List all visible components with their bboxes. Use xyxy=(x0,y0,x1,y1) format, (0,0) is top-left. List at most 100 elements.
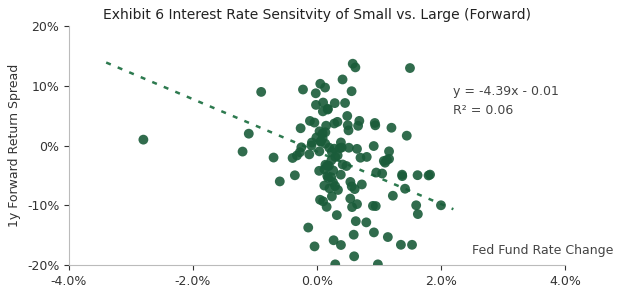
Point xyxy=(321,163,331,167)
Point xyxy=(386,126,396,130)
Point xyxy=(315,197,325,202)
Point xyxy=(327,149,337,154)
Point xyxy=(323,106,333,111)
Point xyxy=(411,203,421,208)
Point xyxy=(296,145,306,150)
Point xyxy=(405,66,415,70)
Point xyxy=(368,204,378,208)
Point xyxy=(314,129,324,134)
Point xyxy=(336,140,346,145)
Point xyxy=(338,77,348,82)
Point xyxy=(353,123,363,128)
Point xyxy=(384,149,394,154)
Point xyxy=(322,174,332,178)
Point xyxy=(330,262,340,267)
Point xyxy=(371,170,381,175)
Point xyxy=(320,141,330,146)
Point xyxy=(397,172,407,177)
Point xyxy=(319,167,329,172)
Point xyxy=(329,101,339,105)
Point xyxy=(305,152,314,157)
Point xyxy=(369,230,379,235)
Point xyxy=(318,199,328,204)
Point xyxy=(352,147,362,151)
Point xyxy=(321,205,331,209)
Point xyxy=(348,61,358,66)
Point xyxy=(324,163,334,168)
Point xyxy=(316,139,326,144)
Point xyxy=(351,219,361,223)
Point xyxy=(298,87,308,92)
Point xyxy=(342,114,352,118)
Point xyxy=(341,164,351,168)
Point xyxy=(400,186,410,191)
Point xyxy=(139,137,149,142)
Point xyxy=(344,145,354,150)
Point xyxy=(319,183,329,188)
Point xyxy=(349,232,359,237)
Point xyxy=(303,225,313,230)
Point xyxy=(310,120,319,125)
Point xyxy=(351,65,361,70)
Point xyxy=(295,150,305,155)
Point xyxy=(320,130,330,135)
Point xyxy=(346,89,356,94)
Text: y = -4.39x - 0.01
R² = 0.06: y = -4.39x - 0.01 R² = 0.06 xyxy=(454,85,559,117)
Point xyxy=(332,213,342,218)
Point xyxy=(330,184,340,188)
Point xyxy=(323,176,333,180)
Point xyxy=(315,81,325,86)
Point xyxy=(311,102,321,107)
Point xyxy=(345,196,355,201)
Point xyxy=(343,123,353,128)
Point xyxy=(396,242,406,247)
Point xyxy=(329,146,339,151)
Point xyxy=(326,158,336,163)
Point xyxy=(337,145,347,150)
Point xyxy=(329,121,339,126)
Point xyxy=(345,180,355,184)
Point xyxy=(311,135,321,140)
Point xyxy=(354,118,364,123)
Point xyxy=(388,193,398,198)
Point xyxy=(369,144,379,148)
Point xyxy=(343,128,353,133)
Point xyxy=(329,238,339,243)
Point xyxy=(311,91,321,96)
Point xyxy=(320,85,330,90)
Point xyxy=(402,133,412,138)
Point xyxy=(412,173,422,178)
Point xyxy=(382,157,392,162)
Title: Exhibit 6 Interest Rate Sensitvity of Small vs. Large (Forward): Exhibit 6 Interest Rate Sensitvity of Sm… xyxy=(103,8,531,22)
Point xyxy=(338,162,348,167)
Point xyxy=(307,140,317,145)
Point xyxy=(330,155,340,159)
Point xyxy=(370,120,380,125)
Point xyxy=(333,120,343,124)
Text: Fed Fund Rate Change: Fed Fund Rate Change xyxy=(472,244,613,257)
Point xyxy=(244,131,254,136)
Point xyxy=(321,123,331,128)
Point xyxy=(238,149,248,154)
Y-axis label: 1y Forward Return Spread: 1y Forward Return Spread xyxy=(8,64,21,227)
Point xyxy=(256,90,266,94)
Point xyxy=(306,143,316,148)
Point xyxy=(377,171,387,176)
Point xyxy=(425,172,435,177)
Point xyxy=(323,107,333,112)
Point xyxy=(384,157,394,161)
Point xyxy=(318,100,328,105)
Point xyxy=(318,136,328,141)
Point xyxy=(370,123,380,128)
Point xyxy=(292,153,302,158)
Point xyxy=(268,155,278,160)
Point xyxy=(379,159,389,163)
Point xyxy=(322,163,332,168)
Point xyxy=(327,194,337,199)
Point xyxy=(290,173,300,178)
Point xyxy=(275,179,285,184)
Point xyxy=(347,205,357,210)
Point xyxy=(371,204,381,208)
Point xyxy=(347,184,357,189)
Point xyxy=(373,262,383,267)
